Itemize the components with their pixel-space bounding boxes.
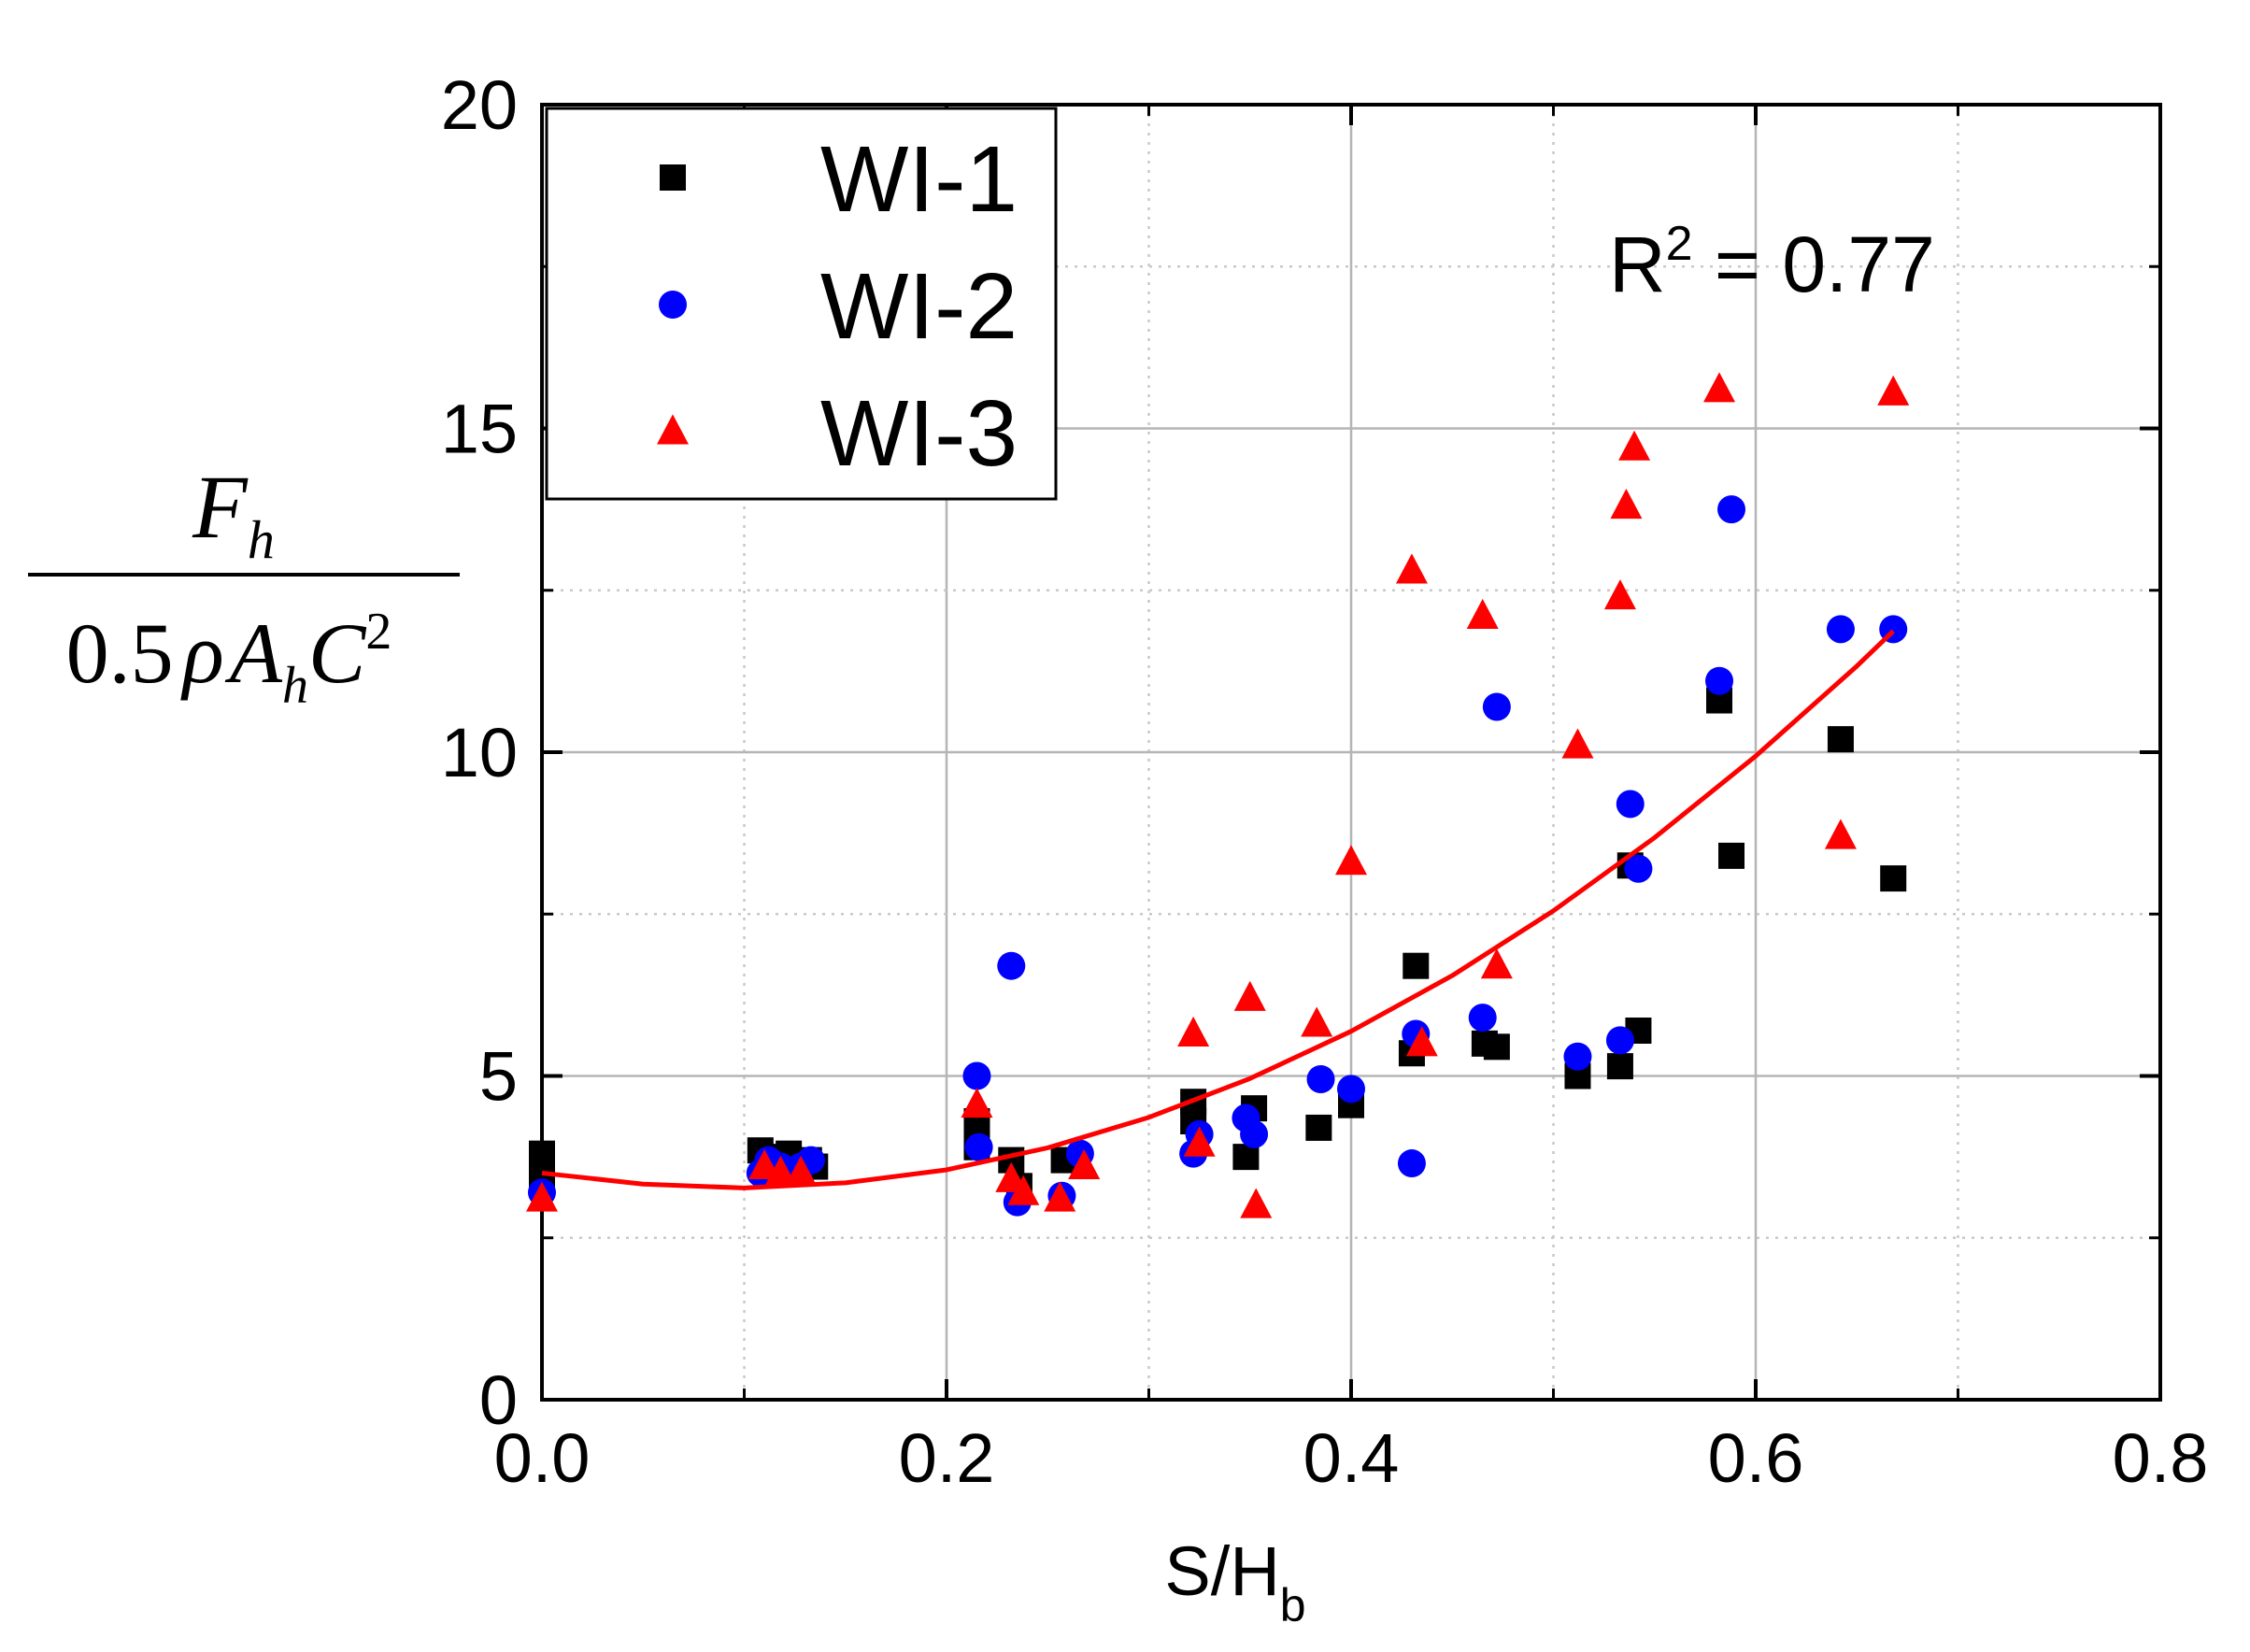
data-point (1603, 579, 1636, 610)
x-tick-label: 0.0 (494, 1419, 591, 1497)
data-point (1718, 842, 1745, 869)
data-point (1624, 854, 1653, 883)
y-tick-label: 20 (441, 66, 518, 144)
legend-item-wi-2: WI-2 (659, 254, 1018, 359)
fit-layer (541, 629, 1895, 1190)
data-point (1305, 1114, 1332, 1141)
data-point (1335, 845, 1367, 876)
data-point (1468, 1004, 1497, 1032)
y-tick-label: 0 (479, 1361, 518, 1439)
data-point (1705, 666, 1734, 695)
data-point (1827, 726, 1854, 753)
data-point (1610, 489, 1643, 520)
data-point (1561, 728, 1594, 759)
data-point (1606, 1053, 1633, 1080)
data-point (1483, 1033, 1510, 1061)
data-point (1007, 1175, 1040, 1205)
data-point (1068, 1148, 1101, 1180)
y-tick-label: 10 (441, 714, 518, 791)
data-point (1306, 1064, 1335, 1093)
data-point (1240, 1188, 1273, 1218)
legend-item-wi-1: WI-1 (660, 127, 1018, 232)
data-point (1563, 1042, 1592, 1071)
data-point (526, 1181, 558, 1212)
data-point (1616, 790, 1645, 819)
legend-label: WI-3 (820, 381, 1018, 486)
legend-marker (659, 291, 687, 319)
r-squared-superscript: 2 (1666, 217, 1693, 271)
data-point (529, 1140, 555, 1167)
data-point (1233, 980, 1266, 1011)
data-point (785, 1155, 818, 1186)
legend-marker (660, 164, 686, 191)
y-tick-label: 15 (441, 391, 518, 468)
data-point (1618, 430, 1651, 461)
y-axis-title: Fh 0.5 ρAhC2 (28, 457, 460, 715)
data-point (1482, 692, 1511, 721)
legend: WI-1 WI-2 WI-3 (545, 107, 1058, 501)
data-point (1240, 1119, 1269, 1148)
y-denominator-subscript: h (282, 657, 308, 715)
data-point (1044, 1181, 1076, 1212)
r-squared-annotation: R2 = 0.77 (1609, 217, 1935, 308)
data-point (1466, 598, 1499, 629)
fit-curve (541, 629, 1895, 1190)
legend-box (545, 107, 1058, 501)
data-point (1403, 952, 1430, 979)
series-wi-3 (526, 372, 1910, 1218)
data-point (1880, 865, 1907, 892)
data-point (1717, 495, 1746, 524)
y-axis-title-denominator: 0.5 ρAhC2 (66, 603, 392, 715)
data-point (1177, 1016, 1210, 1047)
data-point (1703, 372, 1736, 403)
y-numerator-subscript: h (248, 509, 275, 570)
x-axis-title-subscript: b (1280, 1579, 1306, 1631)
y-axis-title-numerator: Fh (192, 457, 275, 570)
legend-label: WI-2 (820, 254, 1018, 359)
y-denominator-superscript: 2 (365, 603, 392, 661)
series-wi-1 (529, 687, 1907, 1200)
data-point (962, 1061, 991, 1090)
data-point (1301, 1006, 1333, 1037)
data-points (526, 372, 1910, 1218)
data-point (1824, 819, 1857, 849)
data-point (964, 1132, 993, 1161)
legend-item-wi-3: WI-3 (657, 381, 1018, 486)
series-wi-2 (528, 495, 1908, 1217)
data-point (1337, 1075, 1365, 1104)
data-point (1405, 1026, 1438, 1057)
x-tick-label: 0.8 (2113, 1419, 2209, 1497)
data-point (764, 1155, 797, 1186)
legend-items: WI-1 WI-2 WI-3 (657, 127, 1018, 486)
data-point (1877, 375, 1910, 406)
x-tick-label: 0.6 (1708, 1419, 1804, 1497)
data-point (997, 951, 1026, 980)
data-point (1480, 948, 1513, 979)
data-point (1395, 553, 1428, 584)
x-tick-label: 0.4 (1303, 1419, 1400, 1497)
data-point (1397, 1149, 1426, 1178)
x-tick-label: 0.2 (899, 1419, 995, 1497)
data-point (1183, 1126, 1216, 1157)
legend-marker (657, 414, 689, 445)
data-point (961, 1088, 993, 1118)
data-point (1605, 1026, 1634, 1055)
legend-label: WI-1 (820, 127, 1018, 232)
tick-labels: 0.0 0.2 0.4 0.6 0.8 0 5 10 15 20 (441, 66, 2209, 1497)
y-tick-label: 5 (479, 1038, 518, 1116)
x-axis-title: S/Hb (1164, 1532, 1305, 1631)
data-point (1826, 615, 1855, 644)
